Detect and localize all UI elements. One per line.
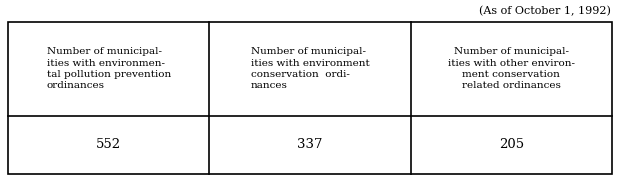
Text: Number of municipal-
ities with environmen-
tal pollution prevention
ordinances: Number of municipal- ities with environm… [46,47,171,90]
Text: 552: 552 [96,138,122,151]
Text: 337: 337 [297,138,323,151]
Text: Number of municipal-
ities with environment
conservation  ordi-
nances: Number of municipal- ities with environm… [250,47,370,90]
Text: 205: 205 [498,138,524,151]
Text: (As of October 1, 1992): (As of October 1, 1992) [479,5,611,16]
Text: Number of municipal-
ities with other environ-
ment conservation
related ordinan: Number of municipal- ities with other en… [448,47,575,90]
Bar [8,22,612,174]
